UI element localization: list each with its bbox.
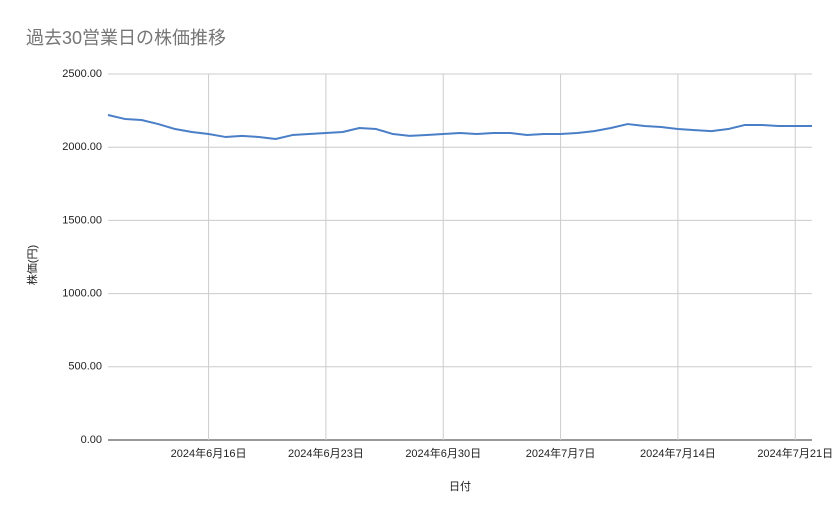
y-tick-label: 500.00 — [68, 361, 102, 373]
x-tick-label: 2024年7月7日 — [526, 446, 596, 460]
x-tick-label: 2024年6月16日 — [171, 446, 247, 460]
chart-title: 過去30営業日の株価推移 — [26, 28, 226, 48]
x-tick-label: 2024年7月14日 — [640, 446, 716, 460]
x-axis-label: 日付 — [449, 480, 471, 493]
data-line — [107, 114, 812, 141]
x-tick-label: 2024年6月30日 — [405, 446, 481, 460]
x-tick-label: 2024年6月23日 — [288, 446, 364, 460]
y-tick-label: 0.00 — [81, 434, 102, 446]
y-tick-label: 1500.00 — [62, 214, 102, 226]
x-tick-label: 2024年7月21日 — [757, 446, 833, 460]
y-tick-label: 1000.00 — [62, 288, 102, 300]
y-tick-label: 2000.00 — [62, 141, 102, 153]
y-axis-label: 株価(円) — [25, 245, 39, 285]
y-tick-label: 2500.00 — [62, 68, 102, 80]
